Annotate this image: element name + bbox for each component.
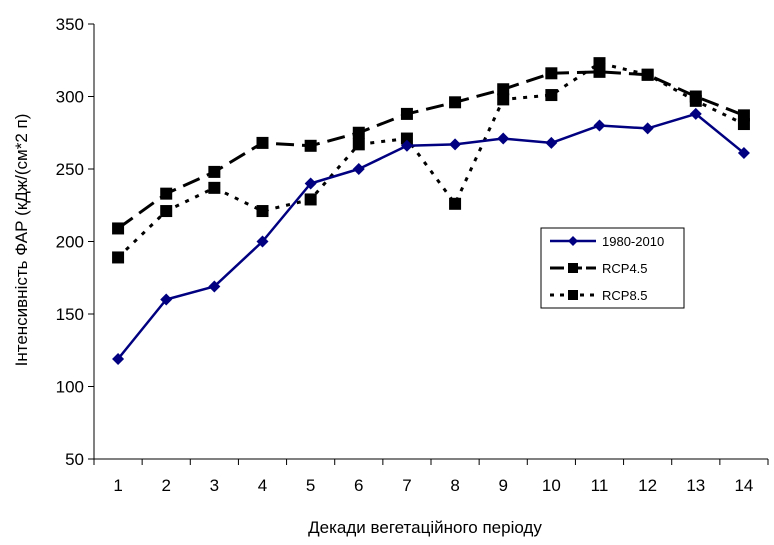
data-point bbox=[400, 139, 413, 152]
data-point bbox=[545, 67, 558, 80]
data-point bbox=[304, 177, 317, 190]
x-tick-label: 5 bbox=[306, 476, 315, 495]
x-tick-label: 13 bbox=[686, 476, 705, 495]
data-point bbox=[112, 352, 125, 365]
y-tick-label: 150 bbox=[56, 305, 84, 324]
data-point bbox=[737, 109, 750, 122]
y-tick-label: 300 bbox=[56, 88, 84, 107]
series-layer bbox=[112, 57, 750, 365]
y-tick-label: 350 bbox=[56, 15, 84, 34]
series-rcp4-5 bbox=[112, 65, 750, 235]
data-point bbox=[208, 280, 221, 293]
data-point bbox=[352, 163, 365, 175]
data-point bbox=[497, 93, 510, 106]
data-point bbox=[593, 65, 606, 78]
data-point bbox=[449, 138, 462, 151]
x-tick-label: 7 bbox=[402, 476, 411, 495]
series-line bbox=[117, 112, 745, 360]
data-point bbox=[160, 187, 173, 200]
series-line bbox=[117, 61, 745, 259]
data-point bbox=[497, 83, 510, 96]
x-tick-label: 2 bbox=[161, 476, 170, 495]
data-point bbox=[497, 132, 510, 145]
x-tick-label: 9 bbox=[498, 476, 507, 495]
x-tick-label: 1 bbox=[113, 476, 122, 495]
legend-label: RCP8.5 bbox=[602, 288, 648, 303]
data-point bbox=[112, 222, 125, 235]
y-tick-label: 100 bbox=[56, 378, 84, 397]
x-ticks: 1 2 3 4 5 6 7 8 9 10 11 12 13 14 bbox=[93, 459, 769, 495]
x-tick-label: 14 bbox=[734, 476, 753, 495]
x-axis-title: Декади вегетаційного періоду bbox=[308, 518, 542, 537]
data-point bbox=[568, 263, 578, 273]
data-point bbox=[689, 90, 702, 103]
data-point bbox=[449, 96, 462, 109]
data-point bbox=[737, 147, 750, 160]
data-point bbox=[112, 251, 125, 264]
data-point bbox=[304, 139, 317, 152]
series-line bbox=[117, 70, 745, 230]
data-point bbox=[449, 197, 462, 210]
data-point bbox=[641, 68, 654, 81]
data-point bbox=[352, 138, 365, 151]
data-point bbox=[568, 290, 578, 300]
legend: 1980-2010 RCP4.5 RCP8.5 bbox=[540, 227, 685, 309]
x-tick-label: 11 bbox=[591, 476, 609, 495]
y-ticks: 50 100 150 200 250 300 350 bbox=[56, 15, 94, 469]
data-point bbox=[545, 136, 558, 149]
data-point bbox=[545, 89, 558, 102]
data-point bbox=[208, 181, 221, 194]
x-tick-label: 6 bbox=[354, 476, 363, 495]
data-point bbox=[160, 205, 173, 218]
data-point bbox=[208, 165, 221, 178]
data-point bbox=[400, 132, 413, 145]
x-tick-label: 4 bbox=[258, 476, 267, 495]
x-tick-label: 10 bbox=[542, 476, 561, 495]
data-point bbox=[304, 193, 317, 206]
data-point bbox=[593, 119, 606, 132]
y-tick-label: 50 bbox=[65, 450, 84, 469]
data-point bbox=[352, 126, 365, 139]
series-1980-2010 bbox=[112, 107, 750, 365]
legend-label: RCP4.5 bbox=[602, 261, 648, 276]
x-tick-label: 8 bbox=[450, 476, 459, 495]
data-point bbox=[641, 122, 654, 135]
legend-label: 1980-2010 bbox=[602, 234, 664, 249]
y-tick-label: 200 bbox=[56, 233, 84, 252]
data-point bbox=[160, 293, 173, 306]
x-tick-label: 3 bbox=[210, 476, 219, 495]
data-point bbox=[689, 107, 702, 120]
data-point bbox=[568, 236, 578, 246]
data-point bbox=[400, 107, 413, 120]
data-point bbox=[256, 235, 269, 248]
y-axis-title: Інтенсивність ФАР (кДж/(см*2 п) bbox=[12, 114, 31, 367]
data-point bbox=[256, 205, 269, 218]
data-point bbox=[256, 136, 269, 149]
x-tick-label: 12 bbox=[638, 476, 657, 495]
y-tick-label: 250 bbox=[56, 160, 84, 179]
